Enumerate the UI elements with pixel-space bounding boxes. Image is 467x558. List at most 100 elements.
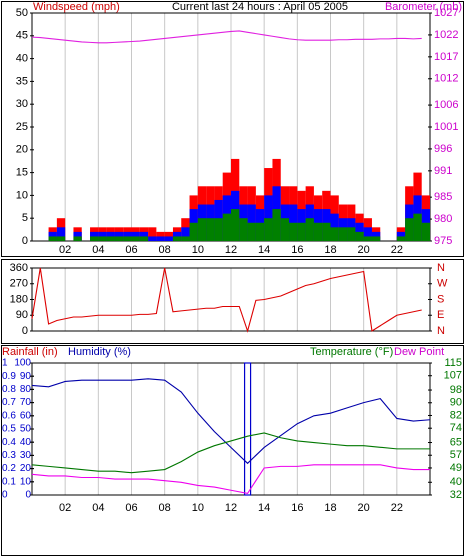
legend-label: Rainfall (in) (2, 346, 58, 358)
x-tick-label: 06 (125, 244, 137, 256)
x-tick-label: 20 (358, 244, 370, 256)
y-tick-label: 1022 (434, 29, 458, 41)
y-tick-label: 0 (22, 325, 28, 337)
bar (255, 222, 265, 241)
bar (405, 218, 414, 241)
x-tick-label: 18 (324, 244, 336, 256)
y-tick-label: 32 (450, 489, 462, 501)
bar (413, 213, 422, 241)
y-tick-label: N (437, 325, 445, 337)
y-tick-label: 82 (450, 409, 462, 421)
y-tick-label: 90 (450, 397, 462, 409)
y-tick-label: 30 (20, 450, 32, 461)
y-tick-label: 975 (434, 235, 452, 247)
panel-frame (1, 1, 464, 257)
y-tick-label: 90 (20, 371, 32, 382)
y-tick-label: E (437, 309, 444, 321)
y-tick-label: 10 (20, 476, 32, 487)
bar (139, 236, 149, 241)
panel-frame (1, 259, 464, 344)
y-tick-label: 1006 (434, 99, 458, 111)
y-tick-label: 15 (16, 167, 28, 179)
y-tick-label: 980 (434, 213, 452, 225)
y-tick-label: 25 (16, 121, 28, 133)
y-tick-label: 115 (444, 357, 462, 369)
y-tick-label: S (437, 293, 444, 305)
bar (156, 236, 165, 241)
y-tick-label: 1 (2, 358, 8, 369)
bar (338, 227, 348, 241)
x-tick-label: 10 (192, 502, 204, 514)
series-line (31, 432, 430, 474)
x-tick-label: 02 (59, 244, 71, 256)
series-line (31, 30, 422, 44)
y-tick-label: 1027 (434, 7, 458, 19)
y-tick-label: 996 (434, 143, 452, 155)
y-tick-label: 1001 (434, 121, 458, 133)
bar (363, 227, 372, 241)
y-tick-label: 35 (16, 75, 28, 87)
y-tick-label: 0.7 (2, 397, 16, 408)
bar (421, 222, 430, 241)
y-tick-label: 40 (16, 53, 28, 65)
bar (90, 236, 99, 241)
y-tick-label: 70 (20, 397, 32, 408)
y-tick-label: 20 (20, 463, 32, 474)
legend-label: Humidity (%) (68, 346, 131, 358)
x-tick-label: 16 (291, 244, 303, 256)
series-line (31, 267, 422, 333)
bar (239, 218, 248, 241)
y-tick-label: 0 (25, 490, 31, 501)
bar (289, 222, 298, 241)
bar (247, 222, 256, 241)
y-tick-label: 991 (434, 165, 452, 177)
bar (197, 218, 207, 241)
series-line (31, 464, 430, 495)
x-tick-label: 08 (159, 502, 171, 514)
y-tick-label: 49 (450, 462, 462, 474)
y-tick-label: 45 (16, 30, 28, 42)
bar (181, 236, 190, 241)
y-tick-label: N (437, 262, 445, 274)
y-tick-label: 98 (450, 384, 462, 396)
bar (98, 236, 107, 241)
y-tick-label: 80 (20, 384, 32, 395)
bar (231, 209, 240, 241)
legend-label: Dew Point (394, 346, 444, 358)
bar (222, 213, 231, 241)
y-tick-label: W (437, 278, 448, 290)
bar (280, 218, 290, 241)
y-tick-label: 0.5 (2, 424, 16, 435)
bar (172, 236, 182, 241)
bar (56, 227, 66, 241)
y-axis-label: Windspeed (mph) (33, 1, 120, 13)
bar (148, 236, 157, 241)
y-tick-label: 40 (450, 476, 462, 488)
y-tick-label: 0.9 (2, 371, 16, 382)
y-tick-label: 0.8 (2, 384, 16, 395)
y-tick-label: 360 (10, 262, 28, 274)
y-tick-label: 57 (450, 449, 462, 461)
y-tick-label: 0 (2, 490, 8, 501)
bar (206, 218, 215, 241)
x-tick-label: 12 (225, 244, 237, 256)
x-tick-label: 14 (258, 244, 270, 256)
bar (355, 231, 364, 241)
bar (114, 236, 124, 241)
bar (322, 222, 331, 241)
bar (189, 222, 198, 241)
y-tick-label: 50 (20, 424, 32, 435)
x-tick-label: 14 (258, 502, 270, 514)
y-tick-label: 0.4 (2, 437, 16, 448)
x-tick-label: 18 (324, 502, 336, 514)
bar (371, 236, 381, 241)
x-tick-label: 04 (92, 502, 104, 514)
bar (347, 227, 356, 241)
bar (313, 222, 323, 241)
y2-axis-label: Barometer (mb) (385, 1, 462, 13)
bar (330, 227, 339, 241)
bar (131, 236, 140, 241)
y-tick-label: 0.2 (2, 463, 16, 474)
chart-title: Current last 24 hours : April 05 2005 (172, 1, 348, 13)
